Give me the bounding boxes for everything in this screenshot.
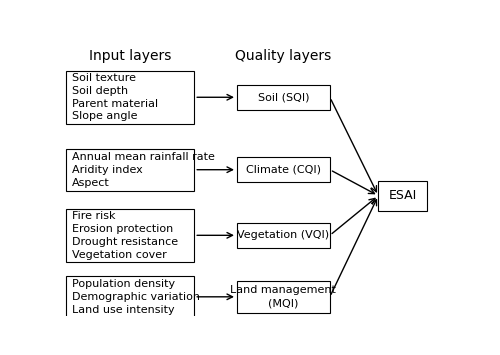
Text: Climate (CQI): Climate (CQI) — [246, 165, 321, 175]
Bar — [66, 275, 194, 318]
Bar — [237, 281, 330, 312]
Text: Fire risk
Erosion protection
Drought resistance
Vegetation cover: Fire risk Erosion protection Drought res… — [72, 211, 178, 260]
Bar — [66, 71, 194, 124]
Text: Annual mean rainfall rate
Aridity index
Aspect: Annual mean rainfall rate Aridity index … — [72, 152, 215, 187]
Text: Input layers: Input layers — [89, 49, 172, 64]
Text: Quality layers: Quality layers — [236, 49, 332, 64]
Bar — [66, 209, 194, 262]
Text: Soil (SQI): Soil (SQI) — [258, 92, 309, 102]
Text: ESAI: ESAI — [388, 189, 416, 202]
Bar — [237, 85, 330, 110]
Text: Vegetation (VQI): Vegetation (VQI) — [238, 230, 330, 240]
Text: Land management
(MQI): Land management (MQI) — [230, 285, 336, 308]
Bar — [378, 181, 427, 211]
Text: Population density
Demographic variation
Land use intensity: Population density Demographic variation… — [72, 279, 200, 315]
Bar — [237, 157, 330, 182]
Bar — [66, 148, 194, 191]
Text: Soil texture
Soil depth
Parent material
Slope angle: Soil texture Soil depth Parent material … — [72, 73, 158, 121]
Bar — [237, 223, 330, 248]
